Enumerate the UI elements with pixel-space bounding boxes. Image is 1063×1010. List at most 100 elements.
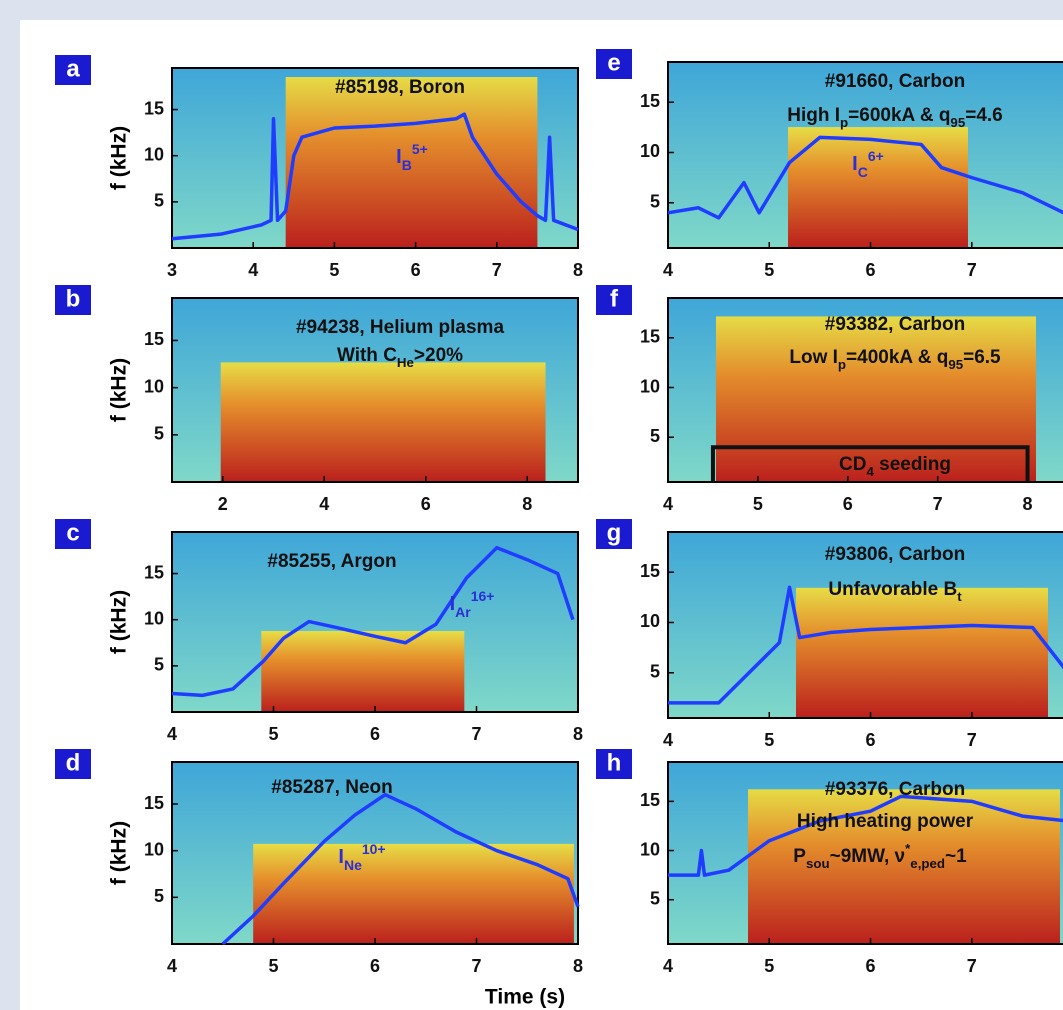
annotation-part: t — [957, 589, 962, 604]
spectrogram-hot-region — [261, 631, 465, 712]
curve-label-part: I — [450, 593, 456, 615]
x-tick-label: 4 — [663, 260, 673, 280]
x-tick-label: 4 — [663, 730, 673, 750]
annotation-part: High I — [787, 105, 840, 126]
y-tick-label: 15 — [640, 91, 660, 111]
x-tick-label: 5 — [764, 260, 774, 280]
annotation-part: seeding — [874, 454, 951, 475]
y-tick-label: 10 — [144, 144, 164, 164]
x-tick-label: 3 — [167, 260, 177, 280]
panel-label-box — [596, 49, 632, 79]
annotation: #93806, Carbon — [825, 544, 965, 565]
panel-label-box — [596, 749, 632, 779]
y-tick-label: 5 — [650, 426, 660, 446]
x-tick-label: 8 — [1023, 494, 1033, 514]
y-tick-label: 15 — [144, 98, 164, 118]
annotation-part: ~9MW, ν — [830, 846, 906, 867]
x-tick-label: 7 — [967, 260, 977, 280]
annotation: #94238, Helium plasma — [296, 317, 504, 338]
panel-label-box — [55, 519, 91, 549]
annotation-part: p — [840, 115, 848, 130]
annotation-part: sou — [806, 856, 830, 871]
y-tick-label: 10 — [640, 376, 660, 396]
curve-label: IB5+ — [396, 141, 428, 173]
annotation: #85198, Boron — [335, 77, 465, 98]
panel-label: c — [66, 519, 79, 546]
y-tick-label: 15 — [144, 562, 164, 582]
y-axis-label: f (kHz) — [108, 590, 131, 654]
annotation-part: ~1 — [945, 846, 967, 867]
curve-label-part: 16+ — [471, 588, 495, 604]
y-tick-label: 5 — [154, 191, 164, 211]
annotation-part: =400kA & q — [846, 347, 948, 368]
x-tick-label: 6 — [370, 956, 380, 976]
x-tick-label: 5 — [268, 724, 278, 744]
annotation: #93382, Carbon — [825, 314, 965, 335]
x-tick-label: 8 — [573, 724, 583, 744]
annotation-part: #91660, Carbon — [825, 71, 965, 92]
x-tick-label: 4 — [248, 260, 258, 280]
y-tick-label: 10 — [144, 839, 164, 859]
plot-frame — [667, 761, 1063, 945]
x-tick-label: 4 — [663, 956, 673, 976]
plot-frame — [171, 297, 579, 483]
annotation-part: * — [905, 841, 911, 856]
x-tick-label: 6 — [421, 494, 431, 514]
annotation-part: =600kA & q — [848, 105, 950, 126]
panel-label: f — [610, 285, 619, 312]
annotation-part: #93806, Carbon — [825, 544, 965, 565]
annotation-part: CD — [839, 454, 866, 475]
annotation-part: High heating power — [797, 811, 974, 832]
curve — [668, 794, 1063, 877]
x-axis-label: Time (s) — [485, 986, 565, 1009]
panel-label: a — [66, 55, 80, 82]
spectrogram-hot-region — [285, 77, 538, 248]
annotation-part: Low I — [789, 347, 838, 368]
spectrogram-hot-region — [748, 789, 1060, 944]
annotation: #85255, Argon — [267, 551, 396, 572]
y-tick-label: 5 — [650, 662, 660, 682]
x-tick-label: 7 — [933, 494, 943, 514]
annotation-part: #93382, Carbon — [825, 314, 965, 335]
x-tick-label: 5 — [268, 956, 278, 976]
annotation-part: >20% — [414, 345, 463, 366]
annotation-part: P — [793, 846, 806, 867]
x-tick-label: 4 — [167, 724, 177, 744]
annotation-part: #94238, Helium plasma — [296, 317, 504, 338]
y-tick-label: 15 — [640, 561, 660, 581]
x-tick-label: 5 — [764, 956, 774, 976]
plot-frame — [667, 61, 1063, 249]
spectrogram-hot-region — [220, 362, 546, 482]
curve-label-part: I — [396, 146, 402, 168]
y-tick-label: 10 — [144, 376, 164, 396]
annotation: #85287, Neon — [271, 777, 392, 798]
x-tick-label: 4 — [319, 494, 329, 514]
panel-label-box — [596, 285, 632, 315]
x-tick-label: 7 — [492, 260, 502, 280]
annotation-part: 95 — [950, 115, 965, 130]
annotation: #91660, Carbon — [825, 71, 965, 92]
x-tick-label: 8 — [522, 494, 532, 514]
y-tick-label: 5 — [154, 424, 164, 444]
curve-label-part: C — [858, 164, 868, 180]
x-tick-label: 4 — [663, 494, 673, 514]
panel-label: d — [66, 749, 81, 776]
y-tick-label: 10 — [640, 141, 660, 161]
annotation: High Ip=600kA & q95=4.6 — [787, 105, 1002, 130]
curve — [667, 135, 1063, 220]
curve-label-part: 10+ — [362, 841, 386, 857]
seeding-bracket — [710, 445, 1030, 482]
annotation: CD4 seeding — [839, 454, 951, 479]
curve-label-part: Ne — [344, 857, 362, 873]
spectrogram-hot-region — [716, 316, 1036, 482]
y-tick-label: 5 — [650, 888, 660, 908]
plot-frame — [667, 297, 1063, 483]
curve-label-part: 6+ — [868, 148, 884, 164]
x-tick-label: 7 — [471, 956, 481, 976]
annotation: Unfavorable Bt — [828, 579, 962, 604]
annotation: High heating power — [797, 811, 974, 832]
y-axis-label: f (kHz) — [108, 821, 131, 885]
annotation-part: #85198, Boron — [335, 77, 465, 98]
annotation-part: e,ped — [910, 856, 945, 871]
